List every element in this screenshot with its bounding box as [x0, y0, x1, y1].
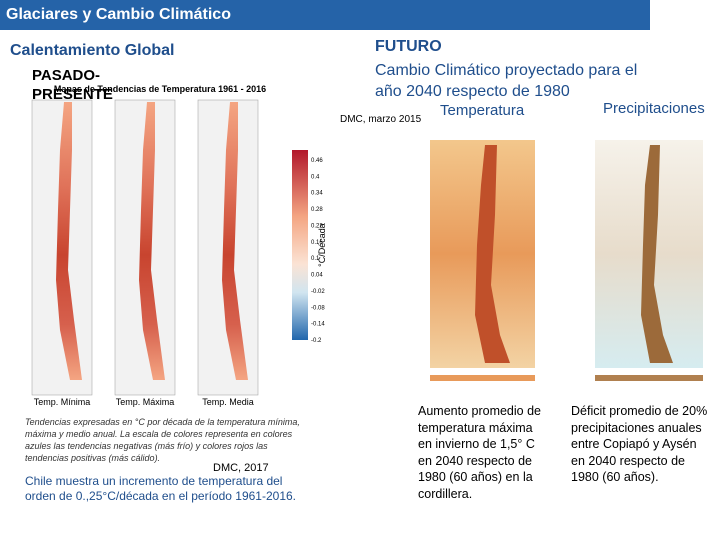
- caption: Tendencias expresadas en °C por década d…: [25, 417, 300, 463]
- colorbar-label: -0.2: [311, 338, 322, 344]
- left-source: DMC, 2017: [213, 462, 269, 474]
- header-title: Glaciares y Cambio Climático: [0, 0, 650, 30]
- right-heading: FUTURO: [375, 38, 442, 55]
- colorbar-label: 0.1: [311, 256, 320, 262]
- colorbar-label: -0.14: [311, 322, 325, 328]
- colorbar-label: -0.08: [311, 305, 325, 311]
- temperature-text: Aumento promedio de temperatura máxima e…: [418, 404, 541, 501]
- right-subheading: Cambio Climático proyectado para el año …: [375, 62, 638, 100]
- colorbar-label: 0.4: [311, 174, 320, 180]
- trend-maps: Mapas de Tendencias de Temperatura 1961 …: [31, 84, 327, 407]
- colorbar-label: 0.34: [311, 191, 323, 197]
- colorbar-label: 0.28: [311, 207, 323, 213]
- colorbar-label: 0.46: [311, 158, 323, 164]
- map-label: Temp. Máxima: [116, 397, 175, 407]
- map-label: Temp. Media: [202, 397, 254, 407]
- precipitation-label: Precipitaciones: [603, 100, 705, 117]
- colorbar-unit: °C/Década: [317, 223, 327, 267]
- map-label: Temp. Mínima: [34, 397, 91, 407]
- precipitation-deficit: [641, 145, 673, 363]
- precipitation-text: Déficit promedio de 20% precipitaciones …: [571, 404, 708, 484]
- map-chile: [222, 102, 248, 380]
- left-summary: Chile muestra un incremento de temperatu…: [25, 474, 297, 503]
- precipitation-scale: [595, 375, 703, 381]
- colorbar-label: 0.22: [311, 223, 323, 229]
- cordillera: [475, 145, 510, 363]
- map-chile: [56, 102, 82, 380]
- left-heading: Calentamiento Global: [10, 42, 175, 59]
- map-chile: [139, 102, 165, 380]
- colorbar-label: 0.16: [311, 240, 323, 246]
- colorbar-label: -0.02: [311, 289, 325, 295]
- projection-maps: [430, 140, 703, 381]
- temperature-scale: [430, 375, 535, 381]
- figure-title: Mapas de Tendencias de Temperatura 1961 …: [54, 84, 266, 94]
- right-source: DMC, marzo 2015: [340, 114, 422, 125]
- temperature-label: Temperatura: [440, 102, 525, 119]
- colorbar: [292, 150, 308, 340]
- left-subheading: PASADO-PRESENTE: [32, 67, 113, 103]
- colorbar-label: 0.04: [311, 273, 323, 279]
